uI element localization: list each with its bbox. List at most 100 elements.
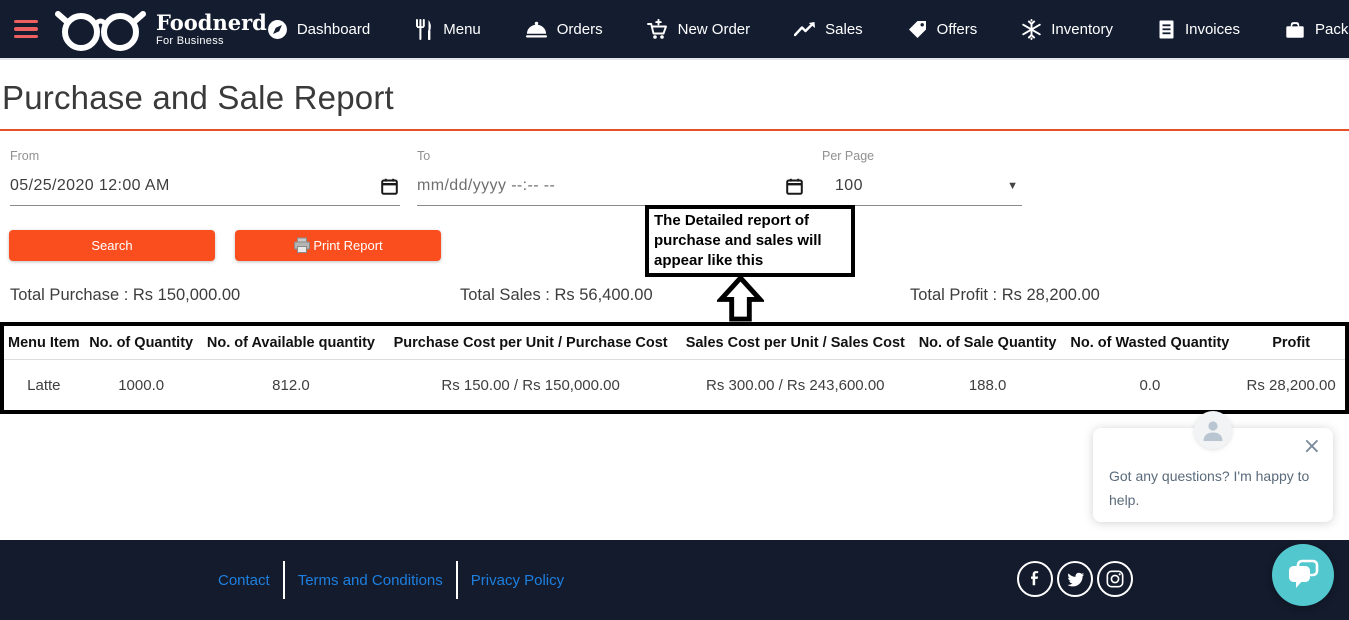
chat-launcher-button[interactable]	[1272, 544, 1334, 606]
purchase-sale-table: Menu Item No. of Quantity No. of Availab…	[0, 322, 1349, 414]
print-report-button[interactable]: Print Report	[235, 230, 441, 261]
compass-icon	[267, 19, 287, 39]
nav-item-dashboard[interactable]: Dashboard	[267, 19, 370, 40]
nav-label: Invoices	[1184, 20, 1240, 38]
trend-line-icon	[794, 21, 816, 36]
calendar-icon[interactable]	[786, 178, 803, 195]
chevron-down-icon[interactable]: ▼	[1007, 180, 1018, 192]
actions-row: Search Print Report	[0, 230, 1349, 261]
nav-item-invoices[interactable]: Invoices	[1157, 19, 1240, 40]
print-report-label: Print Report	[313, 238, 383, 253]
nav-item-package[interactable]: Package	[1284, 19, 1349, 40]
nav-label: Offers	[936, 20, 978, 38]
total-purchase: Total Purchase : Rs 150,000.00	[10, 286, 241, 304]
from-label: From	[10, 149, 40, 163]
nav-label: Menu	[443, 20, 481, 38]
privacy-link[interactable]: Privacy Policy	[470, 571, 565, 589]
col-purchase-cost: Purchase Cost per Unit / Purchase Cost	[383, 324, 678, 360]
cell-purchase-cost: Rs 150.00 / Rs 150,000.00	[441, 377, 620, 394]
nav-label: Sales	[825, 20, 863, 38]
cell-sale-quantity: 188.0	[968, 377, 1007, 394]
annotation-callout: The Detailed report of purchase and sale…	[645, 205, 855, 277]
top-navbar: Foodnerd For Business Dashboard	[0, 0, 1349, 60]
terms-link[interactable]: Terms and Conditions	[297, 571, 443, 589]
per-page-label: Per Page	[822, 149, 875, 163]
person-icon	[1203, 421, 1223, 441]
main-content: Purchase and Sale Report From 05/25/2020…	[0, 60, 1349, 540]
close-icon[interactable]: ×	[1302, 434, 1321, 459]
page-title: Purchase and Sale Report	[2, 79, 394, 116]
cell-menu-item: Latte	[27, 377, 61, 394]
to-placeholder[interactable]: mm/dd/yyyy --:-- --	[417, 177, 556, 194]
briefcase-icon	[1286, 21, 1304, 38]
calendar-icon[interactable]	[381, 178, 398, 195]
social-links	[1017, 561, 1133, 597]
brand-tagline: For Business	[156, 34, 224, 47]
from-value[interactable]: 05/25/2020 12:00 AM	[10, 177, 170, 194]
title-underline	[0, 129, 1349, 131]
nav-item-offers[interactable]: Offers	[907, 19, 978, 40]
cell-sales-cost: Rs 300.00 / Rs 243,600.00	[706, 377, 885, 394]
brand-logo[interactable]: Foodnerd For Business	[54, 6, 267, 52]
to-date-field[interactable]: To mm/dd/yyyy --:-- --	[417, 149, 805, 206]
footer: Contact Terms and Conditions Privacy Pol…	[0, 540, 1349, 620]
from-date-field[interactable]: From 05/25/2020 12:00 AM	[10, 149, 400, 206]
nav-item-sales[interactable]: Sales	[794, 21, 863, 38]
instagram-icon[interactable]	[1097, 561, 1133, 597]
facebook-icon[interactable]	[1017, 561, 1053, 597]
col-available-quantity: No. of Available quantity	[198, 324, 384, 360]
table-row: Latte 1000.0 812.0 Rs 150.00 / Rs 150,00…	[2, 360, 1347, 413]
main-nav: Dashboard Menu Orde	[267, 18, 1349, 40]
cell-quantity: 1000.0	[118, 377, 165, 394]
total-profit: Total Profit : Rs 28,200.00	[910, 286, 1100, 304]
cell-wasted-quantity: 0.0	[1139, 377, 1161, 394]
nav-item-new-order[interactable]: New Order	[646, 18, 751, 40]
col-wasted-quantity: No. of Wasted Quantity	[1062, 324, 1238, 360]
nav-item-menu[interactable]: Menu	[414, 18, 481, 40]
invoice-icon	[1159, 20, 1174, 38]
tag-icon	[908, 20, 926, 38]
col-profit: Profit	[1237, 324, 1347, 360]
col-sales-cost: Sales Cost per Unit / Sales Cost	[677, 324, 913, 360]
brand-name: Foodnerd	[156, 9, 267, 35]
col-quantity: No. of Quantity	[83, 324, 199, 360]
table-header-row: Menu Item No. of Quantity No. of Availab…	[2, 324, 1347, 360]
divider	[455, 561, 458, 599]
nav-item-inventory[interactable]: Inventory	[1021, 18, 1113, 40]
filters-row: From 05/25/2020 12:00 AM To mm/dd/yyyy -…	[0, 149, 1349, 206]
search-button[interactable]: Search	[9, 230, 215, 261]
printer-icon	[294, 237, 311, 253]
footer-links: Contact Terms and Conditions Privacy Pol…	[218, 561, 577, 599]
chat-bubbles-icon	[1289, 559, 1319, 588]
nav-label: Inventory	[1051, 20, 1113, 38]
nav-label: Orders	[556, 20, 603, 38]
glasses-logo-icon	[55, 11, 146, 51]
utensils-icon	[416, 18, 432, 40]
twitter-icon[interactable]	[1057, 561, 1093, 597]
nav-item-orders[interactable]: Orders	[525, 19, 603, 39]
to-label: To	[417, 149, 431, 163]
cart-plus-icon	[646, 18, 667, 39]
divider	[282, 561, 285, 599]
nav-label: Dashboard	[296, 20, 371, 38]
per-page-value[interactable]: 100	[835, 177, 863, 194]
cloche-icon	[525, 21, 547, 38]
cell-profit: Rs 28,200.00	[1246, 377, 1336, 394]
nav-label: Package	[1314, 20, 1349, 38]
hamburger-menu-icon[interactable]	[14, 19, 38, 39]
chat-message: Got any questions? I'm happy to help.	[1109, 468, 1310, 508]
avatar	[1194, 411, 1232, 449]
nav-label: New Order	[677, 20, 751, 38]
cell-available-quantity: 812.0	[272, 377, 310, 394]
totals-row: Total Purchase : Rs 150,000.00 Total Sal…	[0, 286, 1349, 308]
total-sales: Total Sales : Rs 56,400.00	[460, 286, 653, 304]
up-arrow-icon	[717, 275, 764, 322]
chat-prompt-card: × Got any questions? I'm happy to help.	[1093, 411, 1333, 522]
col-menu-item: Menu Item	[2, 324, 84, 360]
col-sale-quantity: No. of Sale Quantity	[912, 324, 1063, 360]
contact-link[interactable]: Contact	[218, 571, 270, 589]
snowflake-icon	[1022, 18, 1042, 40]
brand-text: Foodnerd For Business	[156, 12, 267, 47]
per-page-select[interactable]: Per Page 100 ▼	[822, 149, 1022, 206]
